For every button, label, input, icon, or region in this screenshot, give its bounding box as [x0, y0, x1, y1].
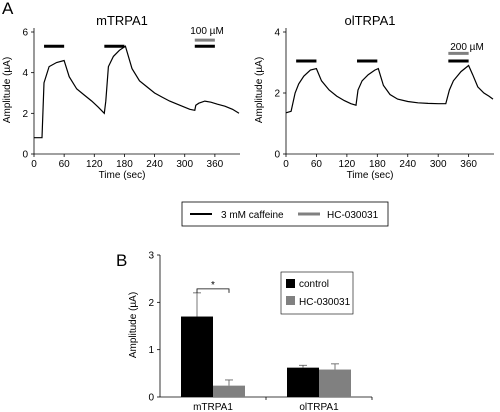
y-tick-label: 0	[22, 150, 28, 161]
y-axis-label: Amplitude (µA)	[254, 57, 265, 123]
oltrpa1-trace-chart: olTRPA1 Time (sec) Amplitude (µA) 200 µM…	[254, 13, 494, 181]
y-tick-label: 2	[274, 89, 280, 100]
bar-control	[287, 367, 319, 397]
x-tick-label: 240	[146, 159, 163, 170]
y-tick-label: 0	[274, 150, 280, 161]
x-tick-label: mTRPA1	[193, 402, 233, 412]
x-tick-label: 120	[86, 159, 103, 170]
x-tick-label: 60	[59, 159, 71, 170]
x-tick-label: 120	[339, 159, 356, 170]
current-trace	[34, 45, 240, 139]
x-tick-label: olTRPA1	[299, 402, 339, 412]
chart-title: mTRPA1	[96, 13, 148, 28]
x-tick-label: 0	[31, 159, 37, 170]
legend-box	[181, 201, 389, 227]
y-tick-label: 4	[274, 28, 280, 39]
panel-label-b: B	[116, 251, 127, 270]
x-tick-label: 300	[430, 159, 447, 170]
legend-label-hc: HC-030031	[299, 297, 351, 308]
concentration-annotation: 200 µM	[450, 42, 484, 53]
legend-swatch-hc	[286, 296, 295, 305]
bar-hc-030031	[213, 385, 245, 397]
x-tick-label: 360	[460, 159, 477, 170]
y-tick-label: 0	[148, 393, 154, 404]
x-tick-label: 360	[207, 159, 224, 170]
legend-swatch-control	[286, 279, 295, 288]
x-tick-label: 180	[369, 159, 386, 170]
concentration-annotation: 100 µM	[190, 26, 224, 37]
y-axis-label: Amplitude (µA)	[128, 292, 139, 358]
x-axis-label: Time (sec)	[99, 170, 146, 181]
significance-bracket	[196, 288, 230, 293]
current-trace	[285, 64, 494, 114]
x-tick-label: 0	[283, 159, 289, 170]
y-tick-label: 6	[22, 28, 28, 39]
x-tick-label: 60	[311, 159, 323, 170]
y-tick-label: 2	[22, 109, 28, 120]
y-tick-label: 1	[148, 345, 154, 356]
amplitude-bar-chart: Amplitude (µA) control HC-030031 0 1 2 3 mTR…	[128, 251, 373, 412]
significance-marker: *	[211, 280, 215, 291]
legend-label-hc: HC-030031	[327, 210, 379, 221]
x-tick-label: 180	[116, 159, 133, 170]
chart-title: olTRPA1	[344, 13, 395, 28]
y-tick-label: 3	[148, 251, 154, 262]
legend-top: 3 mM caffeine HC-030031	[181, 201, 389, 227]
y-tick-label: 4	[22, 68, 28, 79]
y-axis-label: Amplitude (µA)	[2, 57, 13, 123]
x-tick-label: 240	[399, 159, 416, 170]
x-tick-label: 300	[176, 159, 193, 170]
bar-hc-030031	[319, 369, 351, 397]
bar-control	[181, 316, 213, 397]
y-tick-label: 2	[148, 298, 154, 309]
panel-label-a: A	[2, 0, 14, 18]
mtrpa1-trace-chart: mTRPA1 Time (sec) Amplitude (µA) 100 µM …	[2, 13, 240, 181]
x-axis-label: Time (sec)	[347, 170, 394, 181]
legend-label-caffeine: 3 mM caffeine	[221, 210, 284, 221]
legend-label-control: control	[299, 279, 329, 290]
